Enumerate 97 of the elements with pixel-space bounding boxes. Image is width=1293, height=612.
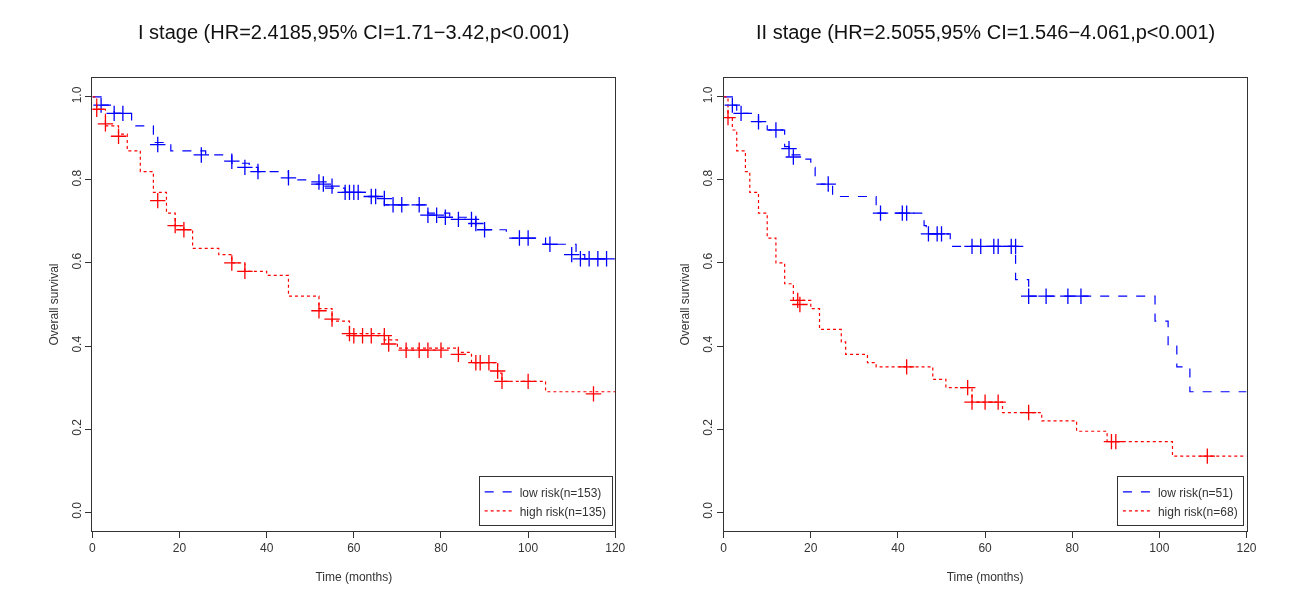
point — [223, 254, 241, 272]
point — [872, 204, 889, 222]
x-tick-label: 40 — [891, 541, 905, 556]
point — [989, 393, 1007, 411]
legend-label: high risk(n=68) — [1157, 504, 1238, 519]
point — [1198, 447, 1216, 465]
point — [780, 140, 798, 158]
point — [192, 146, 210, 164]
point — [310, 302, 328, 320]
y-tick-label: 0.8 — [69, 169, 84, 187]
x-tick-label: 0 — [720, 541, 728, 556]
chart-title: II stage (HR=2.5055,95% CI=1.546−4.061,p<0.001) — [756, 21, 1216, 43]
point — [223, 152, 241, 170]
point — [380, 335, 398, 353]
legend-label: high risk(n=135) — [519, 504, 607, 519]
y-axis-title: Overall survival — [46, 263, 61, 346]
point — [519, 373, 537, 390]
point — [362, 327, 380, 345]
point — [428, 206, 445, 224]
x-tick-label: 60 — [978, 541, 993, 556]
point — [959, 379, 977, 396]
point — [933, 225, 950, 243]
legend-label: low risk(n=153) — [519, 485, 602, 500]
point — [92, 96, 110, 114]
point — [149, 192, 167, 209]
point — [314, 175, 332, 193]
point — [989, 238, 1007, 255]
point — [450, 346, 467, 363]
y-tick-label: 0.4 — [700, 335, 715, 353]
point — [375, 327, 393, 345]
point — [149, 136, 167, 153]
x-tick-label: 60 — [347, 541, 361, 556]
y-tick-label: 1.0 — [700, 86, 715, 104]
y-tick-label: 0.6 — [69, 252, 84, 270]
point — [541, 235, 559, 253]
point — [367, 188, 384, 205]
point — [767, 121, 785, 139]
y-tick-label: 0.6 — [700, 252, 715, 270]
point — [175, 221, 193, 239]
x-tick-label: 0 — [89, 541, 97, 556]
y-axis-title: Overall survival — [678, 263, 693, 346]
point — [1020, 404, 1038, 421]
point — [519, 229, 537, 247]
point — [249, 163, 267, 180]
point — [563, 246, 581, 264]
point — [785, 148, 802, 166]
point — [323, 310, 341, 328]
point — [450, 211, 467, 228]
point — [598, 250, 615, 268]
x-tick-label: 80 — [434, 541, 448, 556]
chart-title: I stage (HR=2.4185,95% CI=1.71−3.42,p<0.001) — [138, 21, 570, 43]
point — [349, 183, 367, 201]
point — [789, 292, 807, 309]
point — [114, 105, 132, 122]
point — [463, 211, 480, 228]
point — [280, 169, 297, 187]
y-tick-label: 0.8 — [700, 169, 715, 187]
point — [166, 217, 184, 234]
y-tick-label: 1.0 — [69, 86, 84, 104]
x-tick-label: 80 — [1065, 541, 1080, 556]
point — [436, 208, 454, 226]
x-tick-label: 100 — [518, 541, 539, 556]
legend-label: low risk(n=51) — [1157, 485, 1233, 500]
x-tick-label: 120 — [605, 541, 626, 556]
point — [110, 127, 127, 145]
point — [393, 196, 411, 214]
point — [236, 159, 254, 176]
y-tick-label: 0.4 — [69, 335, 84, 353]
point — [898, 204, 916, 222]
point — [432, 341, 450, 359]
point — [750, 113, 767, 131]
point — [1107, 433, 1125, 450]
y-tick-label: 0.2 — [700, 418, 715, 436]
point — [493, 373, 511, 390]
x-tick-label: 20 — [172, 541, 187, 556]
point — [236, 262, 254, 280]
point — [341, 325, 358, 342]
x-tick-label: 120 — [1236, 541, 1257, 556]
point — [1037, 287, 1055, 305]
y-tick-label: 0.0 — [69, 501, 84, 519]
point — [1007, 238, 1024, 255]
point — [585, 385, 602, 403]
x-tick-label: 100 — [1149, 541, 1170, 556]
point — [323, 177, 341, 195]
x-axis-title: Time (months) — [946, 570, 1024, 585]
point — [898, 358, 916, 376]
point — [791, 296, 809, 313]
point — [1072, 287, 1090, 305]
x-axis-title: Time (months) — [315, 570, 393, 585]
point — [1020, 287, 1038, 305]
y-tick-label: 0.2 — [69, 418, 84, 436]
x-tick-label: 40 — [260, 541, 274, 556]
point — [819, 175, 837, 193]
point — [97, 115, 114, 133]
x-tick-label: 20 — [804, 541, 818, 556]
point — [310, 173, 328, 191]
y-tick-label: 0.0 — [700, 501, 715, 519]
